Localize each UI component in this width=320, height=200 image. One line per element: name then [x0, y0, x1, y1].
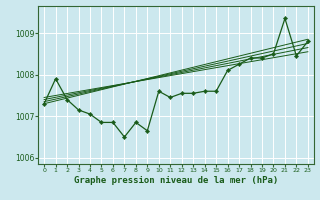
X-axis label: Graphe pression niveau de la mer (hPa): Graphe pression niveau de la mer (hPa) [74, 176, 278, 185]
